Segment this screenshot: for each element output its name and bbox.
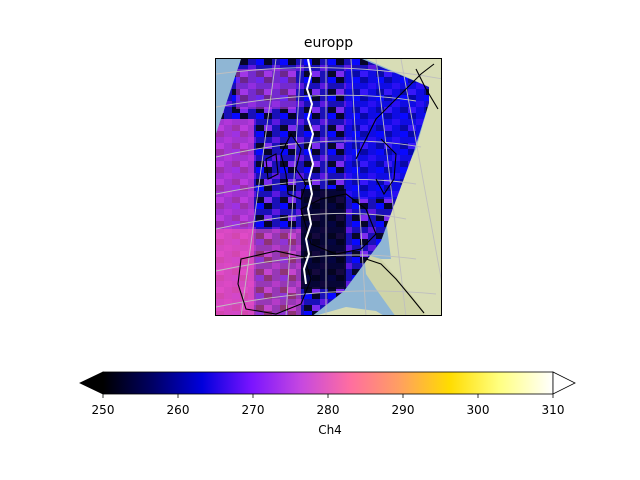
meridian-line bbox=[285, 59, 302, 315]
coastlines bbox=[237, 63, 439, 315]
colorbar-tick-label: 270 bbox=[241, 403, 265, 417]
coastline-baltic bbox=[375, 138, 397, 196]
meridian-line bbox=[400, 59, 441, 281]
colorbar-tick-label: 290 bbox=[391, 403, 415, 417]
land-scandinavia bbox=[366, 59, 441, 259]
map-panel bbox=[215, 58, 442, 316]
map-title: europp bbox=[303, 35, 354, 51]
coastline-ireland bbox=[265, 153, 279, 180]
coastline-iberia bbox=[237, 250, 312, 315]
parallel-line bbox=[216, 212, 407, 230]
parallel-line bbox=[216, 178, 417, 195]
parallel-line bbox=[216, 254, 417, 272]
coastline-finland bbox=[415, 68, 439, 110]
parallel-line bbox=[216, 140, 422, 158]
graticule bbox=[216, 59, 441, 315]
coastline-italy bbox=[365, 258, 425, 314]
colorbar-tick-label: 280 bbox=[316, 403, 340, 417]
colorbar-tick-label: 250 bbox=[91, 403, 115, 417]
coastline-britain bbox=[280, 132, 307, 200]
swath-gap-line bbox=[302, 59, 315, 285]
coastline-france bbox=[300, 193, 377, 255]
colorbar-gradient bbox=[102, 371, 554, 395]
colorbar-extend-max bbox=[552, 371, 576, 395]
colorbar-label: Ch4 bbox=[318, 423, 342, 437]
colorbar-extend-min bbox=[79, 371, 104, 395]
meridian-line bbox=[350, 59, 367, 315]
land-north-africa bbox=[318, 307, 383, 315]
meridian-line bbox=[375, 59, 407, 315]
colorbar-ticks bbox=[102, 394, 554, 398]
land-italy bbox=[364, 254, 426, 315]
meridian-line bbox=[240, 59, 277, 315]
parallel-line bbox=[216, 94, 417, 108]
colorbar-tick-label: 300 bbox=[466, 403, 490, 417]
map-canvas bbox=[216, 59, 441, 315]
colorbar-tick-label: 260 bbox=[166, 403, 190, 417]
colorbar-tick-label: 310 bbox=[541, 403, 565, 417]
parallel-line bbox=[216, 67, 441, 80]
coastline-norway bbox=[355, 63, 435, 160]
